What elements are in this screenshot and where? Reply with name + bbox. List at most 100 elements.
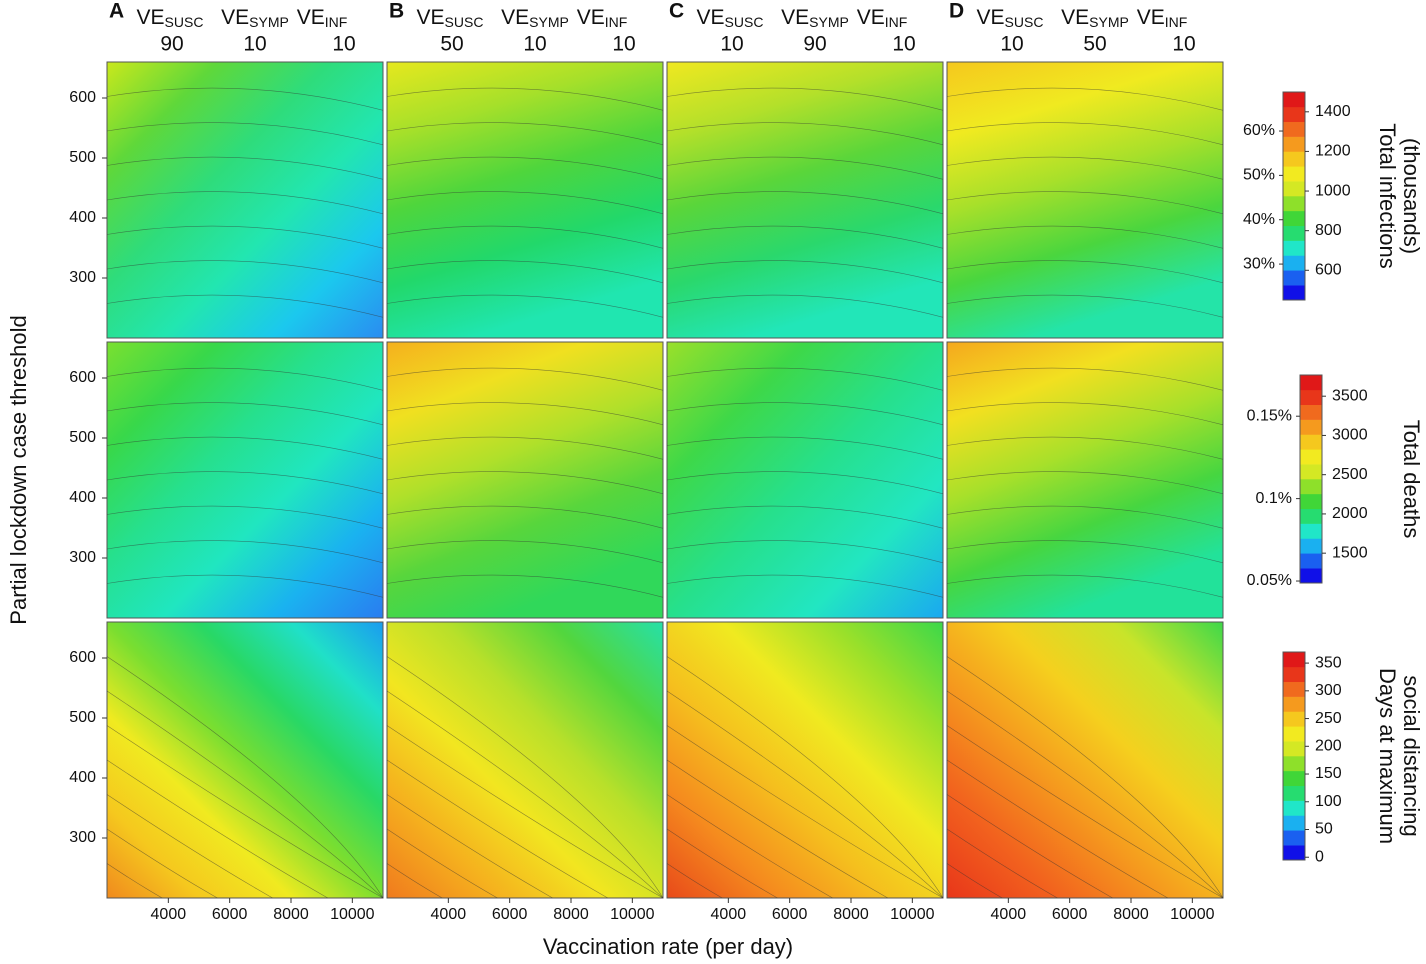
ve-base: VE bbox=[781, 6, 809, 29]
y-tick-label: 300 bbox=[69, 549, 96, 566]
contour-panel bbox=[666, 341, 944, 619]
contour-line bbox=[666, 367, 944, 391]
colorbar-band bbox=[1283, 166, 1305, 182]
ve-base: VE bbox=[221, 6, 249, 29]
ve-header: VESYMP bbox=[501, 6, 569, 30]
ve-header: VEINF bbox=[857, 6, 908, 30]
x-tick-label: 6000 bbox=[212, 906, 248, 923]
ve-value: 10 bbox=[892, 33, 915, 56]
contour-panel bbox=[666, 61, 944, 339]
colorbar-band bbox=[1300, 434, 1322, 450]
contour-line bbox=[946, 156, 1224, 180]
colorbar-band bbox=[1283, 800, 1305, 816]
contour-line bbox=[106, 794, 273, 899]
contour-line bbox=[386, 402, 664, 426]
ve-header: VEINF bbox=[577, 6, 628, 30]
contour-line bbox=[946, 87, 1224, 111]
colorbar-band bbox=[1283, 210, 1305, 227]
colorbar-band bbox=[1283, 681, 1305, 697]
colorbar-frame bbox=[1282, 91, 1306, 301]
colorbar-tick-label: 1400 bbox=[1315, 103, 1351, 120]
ve-header: VEINF bbox=[297, 6, 348, 30]
contour-line bbox=[386, 505, 664, 529]
colorbar-band bbox=[1300, 375, 1322, 391]
y-axis-label: Partial lockdown case threshold bbox=[6, 315, 31, 624]
contour-line bbox=[106, 540, 384, 564]
y-tick-label: 600 bbox=[69, 369, 96, 386]
y-tick-label: 600 bbox=[69, 89, 96, 106]
contour-line bbox=[386, 540, 664, 564]
contour-line bbox=[386, 191, 664, 215]
ve-value: 10 bbox=[1000, 33, 1023, 56]
contour-line bbox=[666, 540, 944, 564]
colorbar-band bbox=[1283, 92, 1305, 108]
colorbar-band bbox=[1283, 830, 1305, 846]
contour-line bbox=[946, 828, 1058, 899]
contour-panel bbox=[946, 621, 1224, 899]
contour-line bbox=[946, 540, 1224, 564]
contour-line bbox=[386, 828, 498, 899]
x-tick-label: 8000 bbox=[553, 906, 589, 923]
ve-base: VE bbox=[1061, 6, 1089, 29]
colorbar-tick-label: 50 bbox=[1315, 821, 1333, 838]
ve-base: VE bbox=[1137, 6, 1165, 29]
ve-sub: SUSC bbox=[445, 14, 484, 30]
ve-value: 90 bbox=[803, 33, 826, 56]
contour-line bbox=[106, 725, 384, 899]
ve-header: VEINF bbox=[1137, 6, 1188, 30]
colorbar-tick-label: 1000 bbox=[1315, 182, 1351, 199]
contour-line bbox=[106, 690, 384, 899]
ve-header: VESUSC bbox=[137, 6, 204, 30]
y-tick-label: 300 bbox=[69, 269, 96, 286]
contour-line bbox=[106, 863, 163, 899]
colorbar-band bbox=[1283, 270, 1305, 286]
contour-line bbox=[666, 794, 833, 899]
colorbar-title: Days at maximum bbox=[1375, 668, 1400, 844]
y-tick-label: 400 bbox=[69, 209, 96, 226]
colorbar-frame bbox=[1282, 651, 1306, 861]
contour-line bbox=[946, 794, 1113, 899]
contour-line bbox=[946, 402, 1224, 426]
colorbar-tick-label: 3000 bbox=[1332, 427, 1368, 444]
ve-base: VE bbox=[417, 6, 445, 29]
x-tick-label: 10000 bbox=[890, 906, 935, 923]
ve-base: VE bbox=[137, 6, 165, 29]
colorbar-band bbox=[1300, 553, 1322, 569]
ve-value: 90 bbox=[160, 33, 183, 56]
contour-line bbox=[666, 759, 888, 899]
contour-line bbox=[946, 656, 1224, 899]
contour-line bbox=[946, 759, 1168, 899]
colorbar-band bbox=[1283, 255, 1305, 271]
contour-line bbox=[106, 402, 384, 426]
contour-line bbox=[386, 863, 443, 899]
ve-base: VE bbox=[857, 6, 885, 29]
colorbar-pct-label: 40% bbox=[1243, 211, 1275, 228]
ve-sub: INF bbox=[885, 14, 908, 30]
contour-line bbox=[666, 294, 944, 318]
y-tick-label: 500 bbox=[69, 429, 96, 446]
contour-line bbox=[666, 505, 944, 529]
colorbar-band bbox=[1283, 785, 1305, 801]
colorbar-pct-label: 0.15% bbox=[1247, 407, 1292, 424]
ve-base: VE bbox=[297, 6, 325, 29]
colorbar-band bbox=[1300, 464, 1322, 480]
ve-sub: SYMP bbox=[249, 14, 289, 30]
colorbar-title: Total infections bbox=[1375, 123, 1400, 269]
colorbar-tick-label: 800 bbox=[1315, 222, 1342, 239]
colorbar-tick-label: 350 bbox=[1315, 654, 1342, 671]
ve-sub: SYMP bbox=[1089, 14, 1129, 30]
contour-panel bbox=[946, 341, 1224, 619]
colorbar-tick-label: 2500 bbox=[1332, 466, 1368, 483]
contour-line bbox=[386, 156, 664, 180]
contour-line bbox=[666, 863, 723, 899]
contour-line bbox=[106, 759, 328, 899]
colorbar-pct-label: 0.1% bbox=[1256, 490, 1292, 507]
contour-line bbox=[946, 367, 1224, 391]
contour-line bbox=[106, 294, 384, 318]
ve-header: VESUSC bbox=[697, 6, 764, 30]
colorbar-band bbox=[1300, 479, 1322, 495]
ve-sub: SUSC bbox=[725, 14, 764, 30]
colorbar-band bbox=[1283, 815, 1305, 831]
contour-line bbox=[106, 505, 384, 529]
colorbar-band bbox=[1283, 652, 1305, 668]
